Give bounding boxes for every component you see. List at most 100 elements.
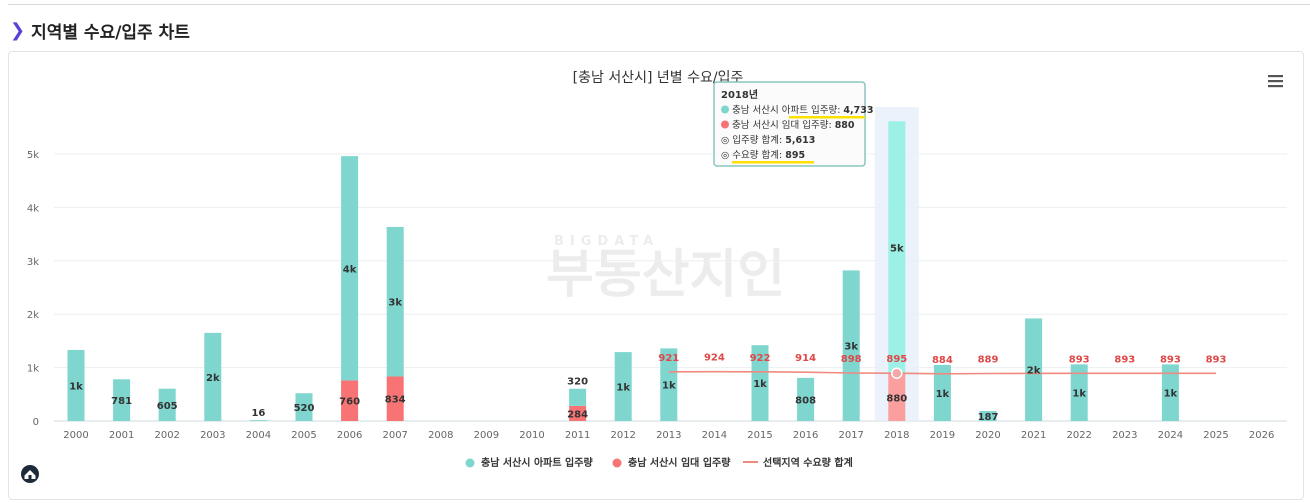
bar-label-apt-2020: 187 [978, 412, 999, 423]
bar-apt-2001 [113, 379, 131, 421]
tooltip-row: ◎ 수요량 합계: 895 [721, 149, 805, 161]
demand-supply-chart: [충남 서산시] 년별 수요/입주 BIGDATA 부동산지인 0 1k 2k 3k 4… [21, 70, 1287, 483]
highlight-underline [732, 161, 814, 164]
bar-label-apt-2013: 1k [662, 381, 676, 392]
bar-label-apt-2017: 3k [844, 342, 858, 353]
demand-label-2025: 893 [1206, 354, 1227, 365]
highlight-underline [789, 116, 865, 119]
label-layer: 1k 781 605 2k 16 520 4k 760 3k 834 320 284 1k 1k 1k 808… [69, 244, 1226, 423]
x-tick-label: 2016 [793, 430, 818, 441]
bar-apt-2011 [569, 388, 587, 406]
demand-label-2013: 921 [658, 353, 679, 364]
watermark: BIGDATA 부동산지인 [546, 234, 785, 305]
x-tick-label: 2006 [337, 430, 362, 441]
bar-label-apt-2005: 520 [294, 403, 315, 414]
bar-label-rent-2007: 834 [385, 395, 406, 406]
section-title: 지역별 수요/입주 차트 [31, 23, 190, 43]
x-tick-label: 2010 [519, 430, 544, 441]
bar-apt-2021 [1025, 318, 1043, 421]
bar-label-rent-2018: 880 [886, 394, 907, 405]
bar-apt-2015 [751, 345, 769, 421]
bar-apt-2006 [341, 156, 359, 381]
x-axis: 2000 2001 2002 2003 2004 2005 2006 2007 2008 2009… [63, 430, 1274, 441]
bar-apt-2016 [797, 377, 815, 421]
x-tick-label: 2005 [291, 430, 316, 441]
watermark-big: 부동산지인 [546, 245, 785, 305]
demand-point-hover [891, 367, 903, 379]
x-tick-label: 2024 [1158, 430, 1183, 441]
x-tick-label: 2020 [975, 430, 1000, 441]
home-logo-icon[interactable] [21, 465, 39, 483]
bar-apt-2012 [614, 352, 632, 421]
x-tick-label: 2019 [930, 430, 955, 441]
legend: 충남 서산시 아파트 입주량 충남 서산시 임대 입주량 선택지역 수요량 합계 [465, 456, 853, 469]
tooltip-row-label: ◎ 입주량 합계: [721, 134, 785, 146]
bar-label-apt-2016: 808 [795, 395, 816, 406]
demand-label-2024: 893 [1160, 354, 1181, 365]
legend-label-rent: 충남 서산시 임대 입주량 [628, 456, 731, 469]
legend-marker-apt [465, 458, 475, 468]
x-tick-label: 2021 [1021, 430, 1046, 441]
tooltip-dot [721, 120, 729, 129]
bar-apt-2004 [249, 420, 267, 421]
tooltip-row-value: 895 [785, 150, 805, 161]
bar-label-apt-2022: 1k [1072, 389, 1086, 400]
tooltip-dot [721, 105, 729, 114]
tooltip-row-label: 충남 서산시 임대 입주량: [732, 119, 835, 131]
x-tick-label: 2004 [246, 430, 271, 441]
bar-label-apt-2018: 5k [890, 244, 904, 255]
bar-label-apt-2011: 320 [567, 377, 588, 388]
x-tick-label: 2018 [884, 430, 909, 441]
bar-rent-2011 [569, 405, 587, 421]
tooltip-row-label: 충남 서산시 아파트 입주량: [732, 104, 843, 116]
tooltip-row: 충남 서산시 아파트 입주량: 4,733 [732, 104, 873, 116]
tooltip-row-value: 880 [835, 120, 855, 131]
bar-apt-2018 [888, 121, 906, 375]
x-tick-label: 2025 [1203, 430, 1228, 441]
demand-label-2023: 893 [1114, 354, 1135, 365]
bar-apt-2000 [67, 349, 85, 421]
bar-layer [67, 121, 1179, 421]
y-tick-label: 5k [27, 150, 39, 161]
tooltip-title: 2018년 [721, 88, 758, 101]
y-tick-label: 3k [27, 257, 39, 268]
x-tick-label: 2007 [382, 430, 407, 441]
bar-label-apt-2019: 1k [936, 389, 950, 400]
bar-label-rent-2011: 284 [567, 409, 588, 420]
bar-apt-2002 [158, 388, 176, 421]
bar-rent-2006 [341, 380, 359, 421]
tooltip-row-value: 5,613 [785, 135, 815, 146]
y-tick-label: 4k [27, 203, 39, 214]
x-tick-label: 2002 [154, 430, 179, 441]
bar-label-apt-2024: 1k [1164, 389, 1178, 400]
demand-line [668, 370, 1216, 375]
x-tick-label: 2012 [610, 430, 635, 441]
bar-label-apt-2015: 1k [753, 379, 767, 390]
watermark-small: BIGDATA [554, 234, 659, 249]
tooltip-row-label: ◎ 수요량 합계: [721, 149, 785, 161]
demand-label-2015: 922 [750, 353, 771, 364]
hamburger-menu-icon[interactable] [1267, 73, 1283, 89]
x-tick-label: 2009 [474, 430, 499, 441]
demand-line-layer [668, 367, 1216, 379]
tooltip-row: 충남 서산시 임대 입주량: 880 [732, 119, 855, 131]
tooltip-row-value: 4,733 [843, 105, 873, 116]
bar-label-apt-2006: 4k [343, 264, 357, 275]
chevron-right-icon: ❯ [10, 19, 26, 41]
y-tick-label: 0 [33, 417, 39, 428]
x-tick-label: 2008 [428, 430, 453, 441]
x-tick-label: 2015 [747, 430, 772, 441]
bar-label-apt-2001: 781 [111, 396, 132, 407]
bar-apt-2020 [979, 411, 997, 421]
x-tick-label: 2022 [1066, 430, 1091, 441]
tooltip-box [713, 81, 866, 167]
demand-label-2017: 898 [841, 354, 862, 365]
bar-label-apt-2012: 1k [616, 383, 630, 394]
demand-label-2022: 893 [1069, 354, 1090, 365]
chart-panel: [충남 서산시] 년별 수요/입주 BIGDATA 부동산지인 0 1k 2k 3k 4… [8, 51, 1304, 500]
bar-rent-2018 [888, 374, 906, 421]
bar-label-rent-2006: 760 [339, 397, 360, 408]
x-tick-label: 2014 [702, 430, 727, 441]
legend-label-apt: 충남 서산시 아파트 입주량 [481, 456, 593, 469]
x-tick-label: 2003 [200, 430, 225, 441]
